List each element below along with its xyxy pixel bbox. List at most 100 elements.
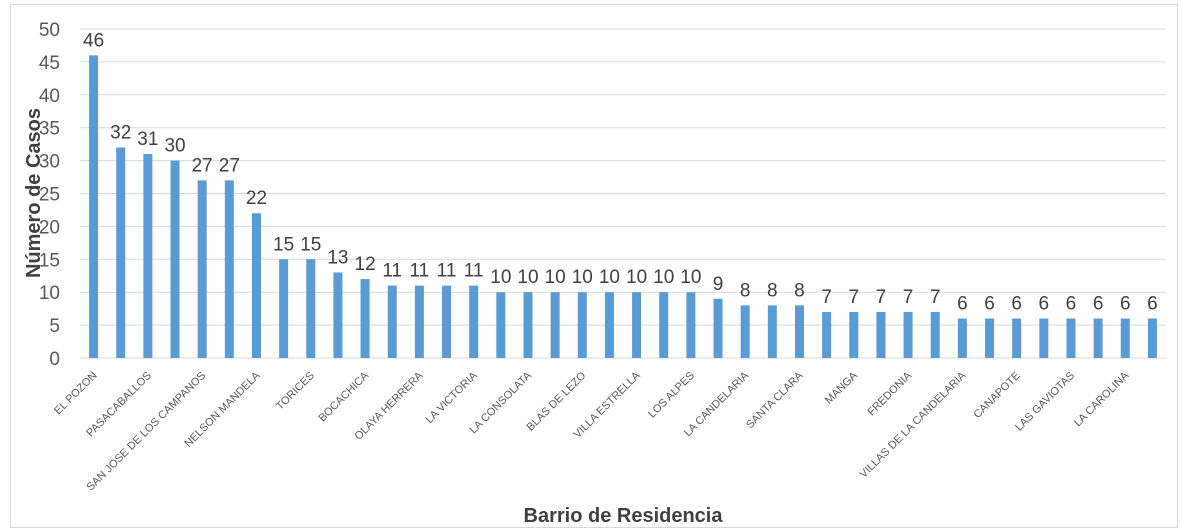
data-label: 10 (545, 267, 566, 288)
bar (849, 311, 859, 358)
data-label: 10 (572, 267, 593, 288)
bar (822, 311, 832, 358)
y-axis-ticks: 0 5 10 15 20 25 30 35 40 45 50 (39, 20, 60, 370)
bar (442, 285, 452, 358)
y-tick-label: 10 (39, 283, 60, 304)
data-label: 8 (767, 280, 778, 301)
bar (577, 292, 587, 358)
bar (686, 292, 696, 358)
bar (387, 285, 397, 358)
data-label: 7 (903, 287, 914, 308)
bar (604, 292, 614, 358)
bar (333, 272, 343, 358)
y-tick-label: 5 (49, 316, 60, 337)
x-tick-label: LA VICTORIA (423, 369, 480, 426)
bars (89, 55, 1157, 358)
x-axis-title: Barrio de Residencia (524, 505, 724, 527)
bar (930, 311, 940, 358)
x-tick-label: SAN JOSE DE LOS CAMPANOS (85, 370, 209, 494)
data-label: 11 (410, 261, 430, 282)
bar (713, 298, 723, 358)
bar (496, 292, 506, 358)
bar (550, 292, 560, 358)
data-label: 6 (1093, 294, 1104, 315)
data-label: 6 (1120, 294, 1131, 315)
bar (170, 160, 180, 358)
y-tick-label: 45 (39, 53, 60, 74)
data-label: 30 (164, 136, 185, 157)
data-label: 10 (490, 267, 511, 288)
x-tick-label: VILLAS DE LA CANDELARIA (858, 369, 969, 480)
x-tick-label: LAS GAVIOTAS (1013, 370, 1077, 434)
bar (306, 259, 316, 358)
bar (1147, 318, 1157, 358)
data-label: 8 (794, 280, 805, 301)
data-label: 10 (517, 267, 538, 288)
bar (414, 285, 424, 358)
bar (224, 180, 234, 358)
x-tick-label: MANGA (823, 369, 860, 406)
data-label: 11 (382, 261, 402, 282)
bar (876, 311, 886, 358)
data-label: 15 (300, 234, 321, 255)
data-label: 32 (110, 122, 131, 143)
x-tick-label: LA CAROLINA (1072, 369, 1132, 429)
data-label: 9 (713, 274, 724, 295)
data-label: 11 (437, 261, 457, 282)
bar (116, 147, 126, 358)
bar (469, 285, 479, 358)
data-label: 7 (821, 287, 832, 308)
y-tick-label: 50 (39, 20, 60, 41)
data-label: 6 (957, 294, 968, 315)
y-tick-label: 15 (39, 250, 60, 271)
data-label: 11 (464, 261, 484, 282)
bar (957, 318, 967, 358)
data-label: 46 (83, 30, 104, 51)
gridlines (80, 28, 1166, 326)
bar (740, 305, 750, 358)
y-tick-label: 0 (49, 349, 60, 370)
data-label: 12 (355, 254, 376, 275)
bar (985, 318, 995, 358)
data-label: 6 (984, 294, 995, 315)
bar (632, 292, 642, 358)
bar (794, 305, 804, 358)
y-tick-label: 40 (39, 86, 60, 107)
data-label: 27 (192, 155, 213, 176)
bar (1120, 318, 1130, 358)
x-tick-label: EL POZON (52, 370, 100, 418)
y-tick-label: 20 (39, 217, 60, 238)
data-label: 6 (1039, 294, 1050, 315)
x-tick-label: CANAPOTE (972, 370, 1023, 421)
data-label: 22 (246, 188, 267, 209)
bar (197, 180, 207, 358)
bar (1012, 318, 1022, 358)
data-labels: 46 32 31 30 27 27 22 15 15 13 12 11 11 11 11 10 10 10 10 10… (83, 30, 1158, 314)
data-label: 10 (680, 267, 701, 288)
bar (360, 279, 370, 358)
x-tick-label: TORICES (274, 370, 317, 413)
data-label: 13 (327, 247, 348, 268)
y-axis-title: Número de Casos (23, 108, 45, 278)
x-tick-label: BOCACHICA (316, 369, 371, 424)
bar (903, 311, 913, 358)
x-tick-label: FREDONIA (866, 369, 915, 418)
data-label: 6 (1147, 294, 1158, 315)
data-label: 10 (599, 267, 620, 288)
bar (89, 55, 99, 358)
data-label: 10 (653, 267, 674, 288)
data-label: 31 (137, 129, 158, 150)
bar (1066, 318, 1076, 358)
data-label: 6 (1066, 294, 1077, 315)
x-tick-label: SANTA CLARA (744, 369, 806, 431)
data-label: 7 (876, 287, 887, 308)
y-tick-label: 25 (39, 185, 60, 206)
data-label: 8 (740, 280, 751, 301)
y-tick-label: 35 (39, 119, 60, 140)
bar (767, 305, 777, 358)
data-label: 7 (848, 287, 859, 308)
bar (251, 213, 261, 358)
data-label: 6 (1011, 294, 1022, 315)
